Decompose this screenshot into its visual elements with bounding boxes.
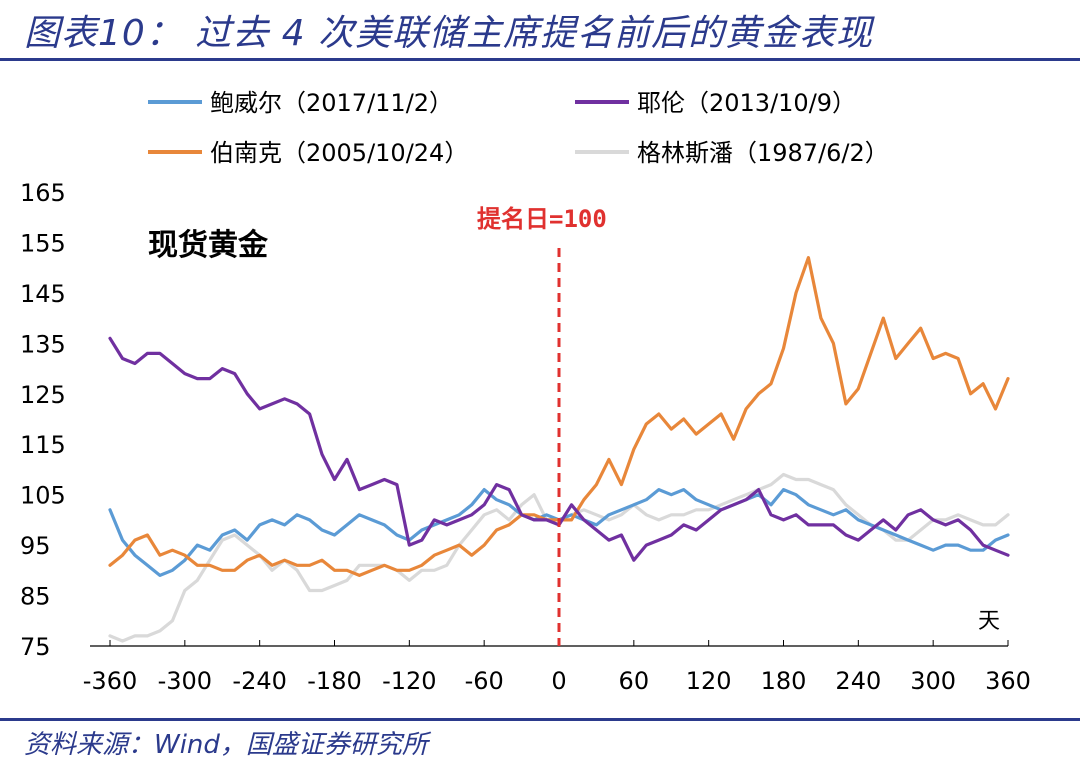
- x-tick-label: 360: [985, 667, 1031, 695]
- y-tick-label: 125: [20, 381, 66, 409]
- nomination-annotation: 提名日=100: [477, 205, 607, 233]
- x-axis: -360 -300 -240 -180 -120 -60 0 60 120 180 240 300 36…: [83, 640, 1031, 695]
- x-tick-label: 120: [686, 667, 732, 695]
- y-axis: 75 85 95 105 115 125 135 145 155 165: [20, 179, 66, 661]
- x-tick-label: -360: [83, 667, 137, 695]
- top-divider: [0, 58, 1080, 61]
- title-bar: 图表10： 过去 4 次美联储主席提名前后的黄金表现: [0, 0, 1080, 62]
- x-tick-label: -60: [465, 667, 504, 695]
- y-tick-label: 85: [20, 583, 51, 611]
- y-tick-label: 105: [20, 482, 66, 510]
- gold-chart: 鲍威尔（2017/11/2） 耶伦（2013/10/9） 伯南克（2005/10/2…: [20, 89, 1031, 695]
- x-tick-label: 240: [835, 667, 881, 695]
- y-tick-label: 135: [20, 330, 66, 358]
- x-tick-label: -240: [232, 667, 286, 695]
- y-tick-label: 145: [20, 280, 66, 308]
- bottom-divider: [0, 718, 1080, 721]
- x-tick-label: 300: [910, 667, 956, 695]
- y-tick-label: 75: [20, 633, 51, 661]
- panel-label: 现货黄金: [148, 228, 269, 263]
- x-tick-label: 60: [619, 667, 650, 695]
- y-tick-label: 155: [20, 229, 66, 257]
- legend-label: 耶伦（2013/10/9）: [637, 89, 856, 117]
- x-tick-label: 0: [551, 667, 566, 695]
- figure-title: 图表10： 过去 4 次美联储主席提名前后的黄金表现: [24, 13, 874, 54]
- x-unit-label: 天: [978, 609, 1000, 634]
- x-tick-label: -120: [382, 667, 436, 695]
- y-tick-label: 95: [20, 532, 51, 560]
- source-note: 资料来源：Wind，国盛证券研究所: [24, 730, 428, 760]
- x-tick-label: -180: [307, 667, 361, 695]
- x-tick-label: -300: [158, 667, 212, 695]
- legend: 鲍威尔（2017/11/2） 耶伦（2013/10/9） 伯南克（2005/10/2…: [148, 89, 889, 167]
- legend-label: 伯南克（2005/10/24）: [210, 139, 468, 167]
- legend-label: 鲍威尔（2017/11/2）: [210, 89, 453, 117]
- y-tick-label: 115: [20, 431, 66, 459]
- x-tick-label: 180: [761, 667, 807, 695]
- y-tick-label: 165: [20, 179, 66, 207]
- legend-label: 格林斯潘（1987/6/2）: [637, 139, 889, 167]
